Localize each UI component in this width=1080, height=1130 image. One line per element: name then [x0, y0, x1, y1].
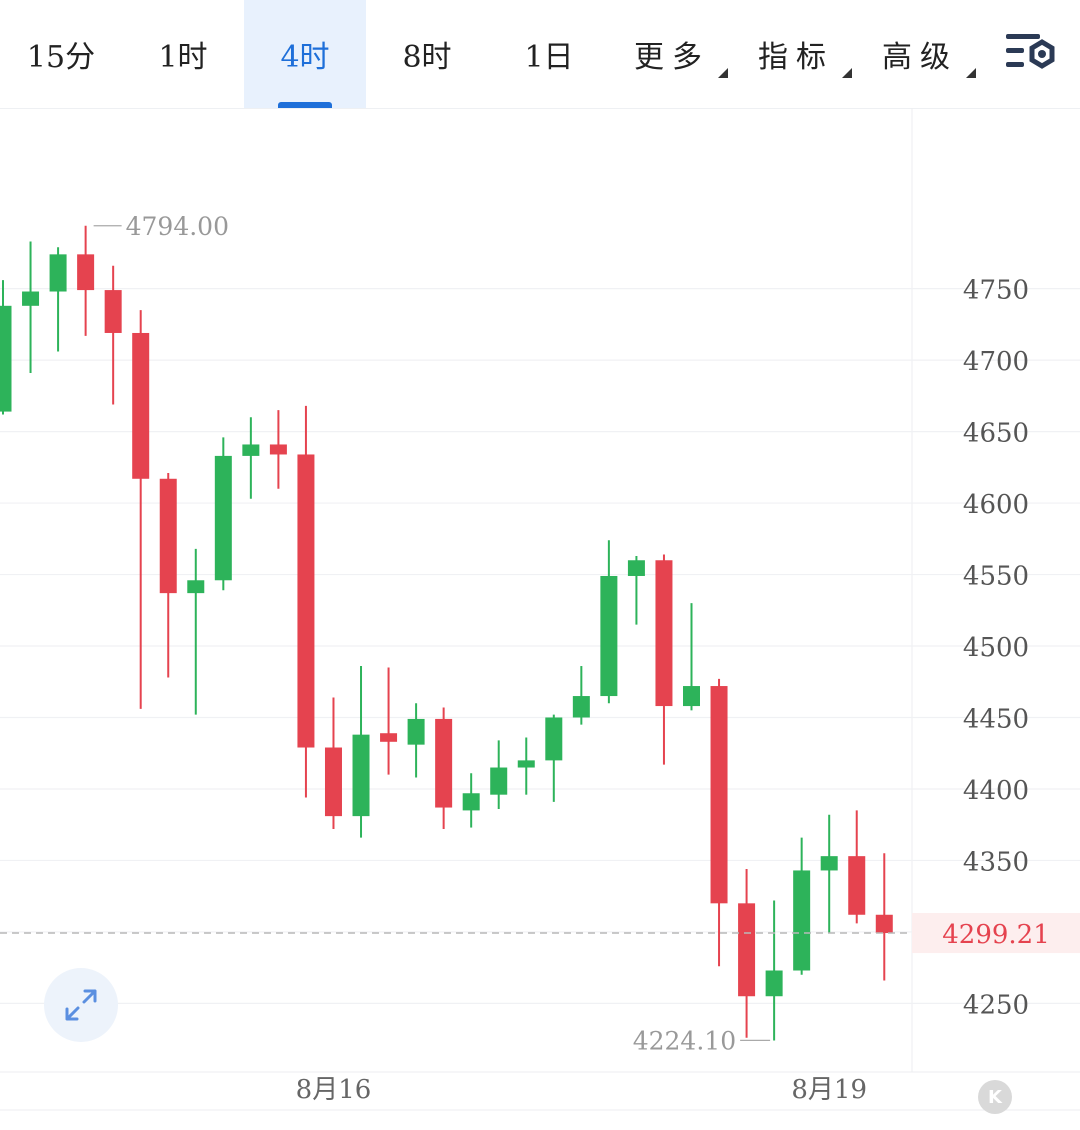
y-tick-label: 4400 — [963, 776, 1029, 806]
candle-body — [242, 444, 260, 456]
candle-body — [572, 696, 590, 718]
y-tick-label: 4600 — [963, 490, 1029, 520]
tab-label: 更多 — [634, 40, 710, 75]
tab-label: 1日 — [524, 40, 574, 75]
candle-body — [187, 580, 205, 594]
candle-body — [380, 733, 398, 742]
candle-body — [710, 686, 728, 904]
tab-label: 高级 — [882, 40, 958, 75]
candle-body — [820, 856, 838, 871]
high-price-label: 4794.00 — [126, 212, 229, 241]
candle-body — [132, 332, 150, 479]
candle-body — [545, 717, 563, 761]
tab-8h[interactable]: 8时 — [366, 0, 488, 108]
tab-advanced[interactable]: 高级 — [858, 0, 982, 108]
interval-toolbar: 15分 1时 4时 8时 1日 更多 指标 高级 — [0, 0, 1080, 109]
tab-more[interactable]: 更多 — [610, 0, 734, 108]
chart-canvas: 4794.00 4224.10 4299.21 4250 4350 4400 4450 45… — [0, 108, 1080, 1111]
candle-body — [214, 455, 232, 581]
low-price-label: 4224.10 — [633, 1026, 736, 1055]
candle-body — [104, 290, 122, 333]
candle-body — [655, 560, 673, 707]
x-tick-label: 8月16 — [296, 1075, 372, 1105]
y-tick-label: 4550 — [963, 562, 1029, 592]
candle-body — [875, 914, 893, 934]
candle-body — [324, 747, 342, 817]
candle-body — [490, 767, 508, 795]
candle-body — [435, 718, 453, 808]
candle-body — [793, 870, 811, 971]
candle-body — [0, 305, 12, 412]
candle-body — [77, 254, 95, 291]
dropdown-corner-icon — [842, 68, 852, 78]
y-tick-label: 4450 — [963, 704, 1029, 734]
candle-body — [22, 291, 40, 306]
candle-body — [159, 478, 177, 594]
y-tick-label: 4700 — [963, 347, 1029, 377]
candle-body — [738, 903, 756, 997]
scroll-to-latest-icon[interactable]: K — [978, 1080, 1012, 1114]
candle-body — [765, 970, 783, 997]
candle-body — [627, 560, 645, 576]
candle-body — [848, 856, 866, 915]
candle-body — [297, 454, 315, 748]
chart-settings-icon[interactable] — [1000, 30, 1060, 78]
tab-1d[interactable]: 1日 — [488, 0, 610, 108]
candle-body — [269, 444, 287, 455]
candle-body — [407, 718, 425, 745]
candle-body — [683, 686, 700, 707]
expand-icon[interactable] — [44, 968, 118, 1042]
y-tick-label: 4250 — [963, 990, 1029, 1020]
y-tick-label: 4650 — [963, 419, 1029, 449]
x-tick-label: 8月19 — [791, 1075, 867, 1105]
tab-15min[interactable]: 15分 — [0, 0, 122, 108]
candlestick-chart[interactable]: 4794.00 4224.10 4299.21 4250 4350 4400 4450 45… — [0, 108, 1080, 1126]
tab-label: 4时 — [280, 40, 330, 75]
candle-body — [600, 575, 618, 697]
candle-body — [517, 760, 535, 768]
last-price-badge — [912, 913, 1080, 954]
tab-1h[interactable]: 1时 — [122, 0, 244, 108]
y-tick-label: 4500 — [963, 633, 1029, 663]
tab-label: 8时 — [402, 40, 452, 75]
tab-label: 15分 — [26, 40, 96, 75]
candle-body — [49, 254, 67, 292]
tab-indicators[interactable]: 指标 — [734, 0, 858, 108]
dropdown-corner-icon — [718, 68, 728, 78]
last-price-label: 4299.21 — [942, 920, 1050, 950]
active-tab-indicator — [278, 102, 332, 108]
tab-label: 指标 — [758, 40, 834, 75]
y-tick-label: 4350 — [963, 847, 1029, 877]
y-tick-label: 4750 — [963, 276, 1029, 306]
tab-label: 1时 — [158, 40, 208, 75]
candle-body — [462, 793, 480, 811]
dropdown-corner-icon — [966, 68, 976, 78]
tab-4h[interactable]: 4时 — [244, 0, 366, 108]
candle-body — [352, 734, 370, 817]
